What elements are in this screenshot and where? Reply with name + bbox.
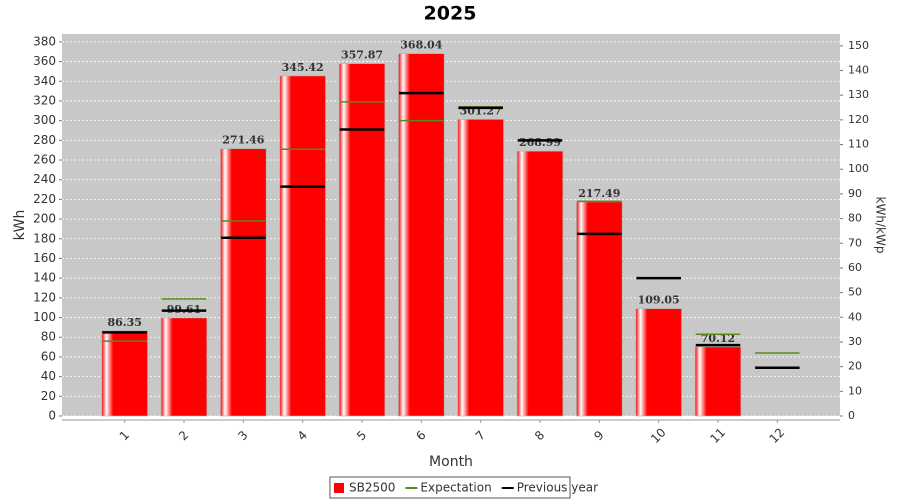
y-tick-label: 160	[33, 251, 56, 265]
y2-tick-label: 130	[848, 88, 869, 101]
legend-label: Expectation	[420, 481, 491, 495]
y-tick-label: 100	[33, 310, 56, 324]
chart-title: 2025	[424, 3, 477, 25]
y2-tick-label: 40	[848, 310, 862, 323]
y-tick-label: 120	[33, 290, 56, 304]
legend-swatch	[334, 483, 344, 493]
x-tick-label: 8	[532, 428, 547, 443]
y2-tick-label: 30	[848, 335, 862, 348]
y-tick-label: 280	[33, 133, 56, 147]
y2-tick-label: 90	[848, 187, 862, 200]
bar	[220, 148, 267, 417]
y2-tick-label: 110	[848, 138, 869, 151]
x-tick-label: 7	[473, 428, 488, 443]
y2-tick-label: 0	[848, 409, 855, 422]
y-tick-label: 0	[48, 409, 56, 423]
y-axis-label: kWh	[12, 210, 28, 241]
y2-tick-label: 120	[848, 113, 869, 126]
value-label: 357.87	[341, 49, 383, 62]
y-tick-label: 80	[41, 330, 56, 344]
y-tick-label: 320	[33, 93, 56, 107]
value-label: 271.46	[222, 134, 264, 147]
value-label: 109.05	[638, 294, 680, 307]
bar	[279, 75, 326, 417]
x-tick-label: 10	[648, 425, 669, 446]
bar	[635, 308, 682, 417]
y-tick-label: 20	[41, 389, 56, 403]
bar	[457, 119, 504, 417]
y-tick-label: 240	[33, 172, 56, 186]
value-label: 86.35	[107, 316, 141, 329]
y-tick-label: 140	[33, 271, 56, 285]
y2-tick-label: 80	[848, 212, 862, 225]
bar	[160, 317, 208, 417]
y2-axis-label: kWh/kWp	[874, 197, 888, 254]
y-tick-label: 260	[33, 153, 56, 167]
y2-tick-label: 140	[848, 64, 869, 77]
legend	[329, 476, 571, 499]
value-label: 368.04	[400, 39, 442, 52]
y2-tick-label: 70	[848, 236, 862, 249]
value-label: 217.49	[578, 187, 620, 200]
x-axis-label: Month	[429, 454, 473, 470]
value-label: 268.99	[519, 136, 561, 149]
y2-tick-label: 150	[848, 39, 869, 52]
y-tick-label: 200	[33, 212, 56, 226]
x-tick-label: 5	[354, 428, 369, 443]
x-tick-label: 9	[591, 428, 606, 443]
x-tick-label: 2	[176, 428, 191, 443]
y-tick-label: 40	[41, 369, 56, 383]
y2-tick-label: 100	[848, 162, 869, 175]
y-tick-label: 60	[41, 349, 56, 363]
bar	[576, 201, 623, 417]
y2-tick-label: 50	[848, 286, 862, 299]
x-tick-label: 11	[707, 425, 728, 446]
legend-label: Previous year	[517, 481, 598, 495]
y-tick-label: 220	[33, 192, 56, 206]
bar	[694, 346, 742, 417]
y-tick-label: 300	[33, 113, 56, 127]
y-tick-label: 180	[33, 231, 56, 245]
y-tick-label: 360	[33, 54, 56, 68]
x-tick-label: 12	[767, 425, 788, 446]
bar	[101, 330, 148, 417]
x-tick-label: 1	[117, 428, 132, 443]
y2-tick-label: 60	[848, 261, 862, 274]
y-tick-label: 380	[33, 34, 56, 48]
x-tick-label: 6	[413, 428, 428, 443]
bar	[516, 150, 564, 417]
value-label: 345.42	[282, 61, 324, 74]
x-tick-label: 4	[295, 428, 310, 443]
x-tick-label: 3	[235, 428, 250, 443]
legend-label: SB2500	[349, 481, 395, 495]
value-label: 70.12	[701, 332, 735, 345]
y-tick-label: 340	[33, 74, 56, 88]
bar	[398, 53, 445, 417]
y2-tick-label: 10	[848, 384, 862, 397]
y2-tick-label: 20	[848, 360, 862, 373]
bar	[338, 63, 386, 417]
